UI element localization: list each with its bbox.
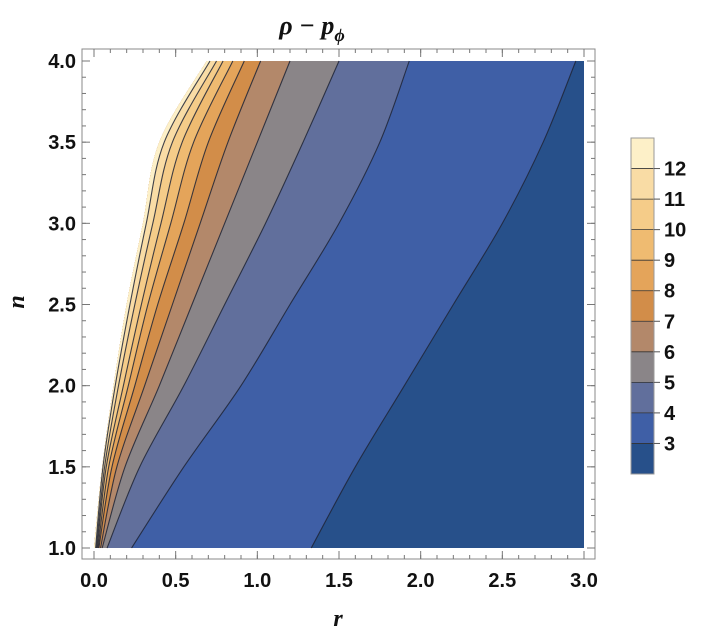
- axis-ticks: [82, 49, 595, 559]
- legend-label: 10: [664, 220, 686, 242]
- contour-line-12: [95, 60, 211, 549]
- color-legend: 12 11 10 9 8 7 6 5 4 3: [630, 137, 686, 475]
- legend-label: 11: [664, 189, 685, 211]
- legend-swatch: [631, 229, 654, 261]
- x-tick-label: 0.5: [162, 570, 190, 592]
- contour-line-8: [98, 60, 245, 549]
- legend-label: 5: [664, 372, 675, 394]
- legend-label: 9: [664, 250, 675, 272]
- legend-swatch: [631, 382, 654, 414]
- x-tick-label: 1.0: [243, 570, 271, 592]
- y-tick-labels: 1.0 1.5 2.0 2.5 3.0 3.5 4.0: [48, 51, 76, 560]
- legend-label: 6: [664, 342, 675, 364]
- contour-line-9: [97, 60, 234, 549]
- legend-swatch: [631, 168, 654, 200]
- legend-swatch: [631, 138, 654, 170]
- legend-swatch: [631, 351, 654, 383]
- contour-line-5: [106, 60, 340, 549]
- x-tick-labels: 0.0 0.5 1.0 1.5 2.0 2.5 3.0: [80, 570, 598, 592]
- contour-line-10: [96, 60, 224, 549]
- x-tick-label: 2.0: [407, 570, 435, 592]
- y-tick-label: 3.5: [48, 132, 76, 154]
- legend-swatch: [631, 290, 654, 322]
- plot-area: [94, 60, 584, 549]
- x-tick-label: 2.5: [488, 570, 516, 592]
- y-tick-label: 2.5: [48, 295, 76, 317]
- x-tick-label: 1.5: [325, 570, 353, 592]
- legend-label: 12: [664, 159, 686, 181]
- contour-line-4: [131, 60, 410, 549]
- y-tick-label: 1.0: [48, 538, 76, 560]
- legend-swatch: [631, 321, 654, 353]
- legend-swatch: [631, 443, 654, 475]
- y-axis-label: n: [4, 295, 30, 308]
- contour-line-7: [99, 60, 262, 549]
- legend-frame: [630, 137, 655, 475]
- legend-label: 3: [664, 433, 675, 455]
- legend-label: 7: [664, 311, 675, 333]
- y-tick-label: 4.0: [48, 51, 76, 73]
- legend-swatch: [631, 412, 654, 444]
- contour-line-6: [101, 60, 291, 549]
- chart-title-subscript: ϕ: [334, 25, 344, 45]
- y-tick-label: 1.5: [48, 457, 76, 479]
- legend-label: 8: [664, 281, 675, 303]
- chart-title: ρ − pϕ: [278, 11, 345, 45]
- y-tick-label: 3.0: [48, 213, 76, 235]
- legend-swatch: [631, 260, 654, 292]
- x-tick-label: 0.0: [80, 570, 108, 592]
- contour-line-11: [95, 60, 217, 549]
- x-tick-label: 3.0: [570, 570, 598, 592]
- y-tick-label: 2.0: [48, 376, 76, 398]
- contour-line-3: [310, 60, 577, 549]
- x-axis-label: r: [333, 606, 343, 632]
- legend-label: 4: [664, 403, 676, 425]
- legend-swatch: [631, 199, 654, 231]
